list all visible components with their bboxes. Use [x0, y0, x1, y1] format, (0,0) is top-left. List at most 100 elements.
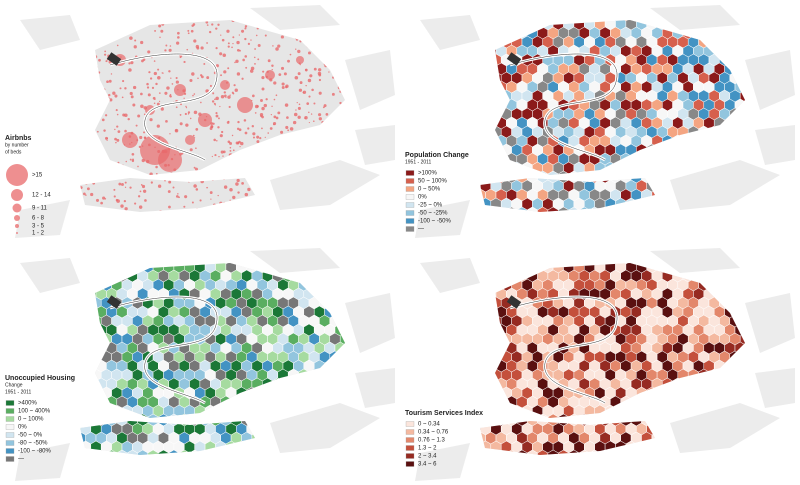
airbnb-dot — [155, 165, 158, 169]
map-hex — [246, 404, 258, 418]
map-hex — [792, 441, 800, 453]
map-hex — [792, 36, 800, 48]
airbnb-dot — [89, 68, 93, 71]
airbnb-dot — [189, 17, 191, 19]
airbnb-dot — [74, 112, 76, 114]
map-hex — [532, 263, 543, 274]
airbnb-dot — [197, 77, 199, 80]
map-hex — [480, 125, 492, 139]
map-hex — [761, 36, 771, 48]
airbnb-dot — [93, 135, 98, 139]
map-hex — [713, 206, 725, 212]
map-hex — [792, 198, 800, 210]
airbnb-dot — [258, 189, 262, 193]
airbnb-dot — [190, 29, 194, 33]
airbnb-dot — [324, 33, 329, 37]
map-hex — [621, 225, 631, 237]
map-hex — [595, 459, 605, 471]
airbnb-dot — [211, 155, 213, 158]
map-hex — [423, 315, 433, 327]
airbnb-dot — [227, 42, 230, 45]
map-hex — [787, 270, 797, 282]
map-hex — [543, 216, 553, 228]
map-hex — [656, 161, 668, 175]
legend-label: -25 ~ 0% — [418, 203, 443, 209]
map-hex — [480, 35, 492, 49]
airbnb-dot — [261, 75, 265, 80]
map-hex — [371, 423, 381, 435]
airbnb-dot — [244, 27, 247, 30]
map-hex — [413, 369, 423, 381]
map-hex — [537, 20, 549, 22]
airbnb-dot — [247, 127, 250, 130]
map-hex — [599, 263, 611, 265]
map-hex — [620, 206, 632, 212]
airbnb-dot — [155, 173, 158, 175]
airbnb-dot — [160, 107, 164, 111]
airbnb-dot — [244, 162, 247, 165]
map-hex — [361, 459, 371, 471]
airbnb-dot — [94, 65, 98, 70]
airbnb-dot — [107, 27, 110, 29]
airbnb-dot — [90, 121, 94, 125]
airbnb-dot — [344, 81, 345, 83]
map-hex — [714, 468, 724, 480]
airbnb-dot — [178, 196, 180, 199]
airbnb-dot — [235, 141, 239, 145]
airbnb-dot — [256, 27, 259, 30]
airbnb-dot — [114, 137, 117, 141]
airbnb-cluster — [174, 84, 186, 96]
airbnb-dot — [100, 201, 103, 205]
airbnb-dot — [262, 70, 265, 73]
airbnb-dot — [238, 158, 242, 162]
map-hex — [782, 162, 792, 174]
airbnb-dot — [221, 163, 225, 167]
airbnb-dot — [176, 41, 180, 45]
map-hex — [490, 143, 502, 157]
map-hex — [630, 449, 642, 455]
map-hex — [418, 378, 428, 390]
map-hex — [90, 278, 102, 292]
map-hex — [782, 405, 792, 417]
map-hex — [267, 404, 279, 418]
map-hex — [683, 225, 693, 237]
airbnb-dot — [321, 48, 323, 51]
map-hex — [345, 252, 355, 264]
airbnb-dot — [344, 132, 345, 136]
airbnb-dot — [86, 179, 90, 183]
airbnb-dot — [136, 174, 141, 179]
airbnb-dot — [306, 102, 310, 105]
map-hex — [792, 351, 800, 363]
map-hex — [713, 152, 725, 166]
map-hex — [465, 63, 475, 75]
airbnb-dot — [331, 92, 335, 96]
map-hex — [267, 440, 279, 454]
map-hex — [724, 269, 736, 283]
airbnb-dot — [285, 148, 289, 152]
map-hex — [537, 263, 549, 265]
airbnb-dot — [267, 162, 269, 164]
airbnb-dot — [273, 81, 277, 85]
map-hex — [739, 278, 745, 292]
map-hex — [85, 359, 97, 373]
map-hex — [86, 468, 96, 480]
map-hex — [480, 161, 481, 175]
map-hex — [356, 432, 366, 444]
map-hex — [470, 216, 480, 228]
airbnb-dot — [323, 104, 327, 108]
station-icon — [506, 295, 522, 309]
airbnb-dot — [252, 136, 255, 139]
airbnb-dot — [254, 112, 257, 114]
airbnb-dot — [200, 101, 202, 104]
airbnb-dot — [185, 172, 189, 175]
map-hex — [495, 395, 507, 409]
map-hex — [178, 263, 190, 265]
legend-label: 0.76 ~ 1.3 — [418, 438, 446, 444]
map-hex — [708, 143, 720, 157]
legend-label: 3.4 ~ 6 — [418, 462, 437, 468]
map-hex — [485, 287, 497, 301]
map-hex — [751, 387, 761, 399]
map-hex — [85, 449, 97, 455]
legend-label: -80 ~ -50% — [18, 441, 48, 447]
legend-swatch — [405, 421, 415, 427]
